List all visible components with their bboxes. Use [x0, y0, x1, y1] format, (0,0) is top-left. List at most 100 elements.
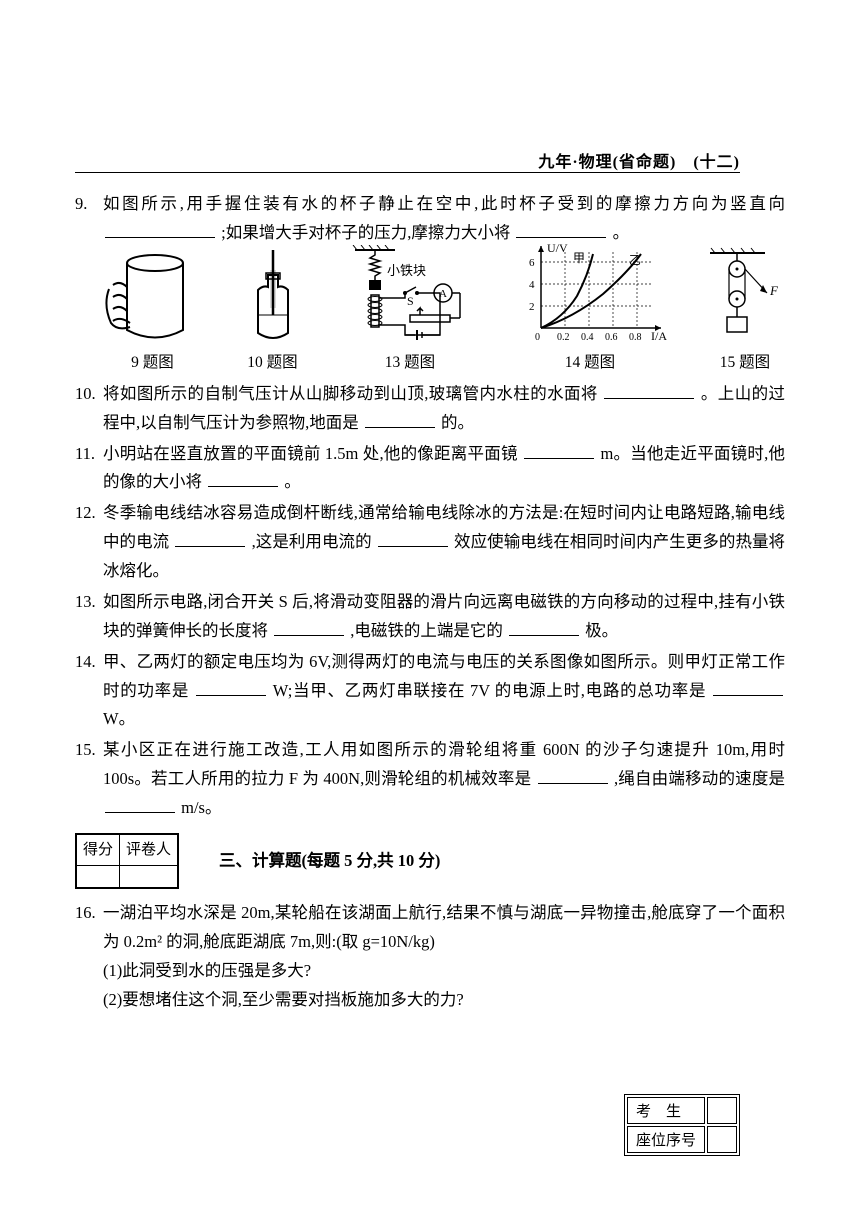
question-body: 甲、乙两灯的额定电压均为 6V,测得两灯的电流与电压的关系图像如图所示。则甲灯正… — [103, 648, 785, 735]
question-body: 某小区正在进行施工改造,工人用如图所示的滑轮组将重 600N 的沙子匀速提升 1… — [103, 736, 785, 823]
text: 将如图所示的自制气压计从山脚移动到山顶,玻璃管内水柱的水面将 — [103, 384, 598, 403]
student-seat-box: 考 生 座位序号 — [624, 1094, 740, 1156]
header-rule — [75, 172, 740, 173]
sub-question-1: (1)此洞受到水的压强是多大? — [103, 957, 785, 986]
figures-row: 9 题图 10 题图 — [105, 256, 785, 376]
text: m/s。 — [181, 798, 221, 817]
iron-label: 小铁块 — [387, 263, 426, 278]
blank — [365, 411, 435, 428]
svg-text:S: S — [407, 294, 414, 308]
text: 一湖泊平均水深是 20m,某轮船在该湖面上航行,结果不慎与湖底一异物撞击,舱底穿… — [103, 899, 785, 957]
blank — [208, 471, 278, 488]
grader-cell — [120, 866, 178, 888]
question-11: 11. 小明站在竖直放置的平面镜前 1.5m 处,他的像距离平面镜 m。当他走近… — [75, 440, 785, 498]
blank — [274, 619, 344, 636]
question-16: 16. 一湖泊平均水深是 20m,某轮船在该湖面上航行,结果不慎与湖底一异物撞击… — [75, 899, 785, 1015]
question-number: 14. — [75, 648, 103, 735]
question-number: 16. — [75, 899, 103, 1015]
question-number: 11. — [75, 440, 103, 498]
question-12: 12. 冬季输电线结冰容易造成倒杆断线,通常给输电线除冰的方法是:在短时间内让电… — [75, 499, 785, 586]
blank — [378, 531, 448, 548]
score-cell — [77, 866, 120, 888]
question-body: 一湖泊平均水深是 20m,某轮船在该湖面上航行,结果不慎与湖底一异物撞击,舱底穿… — [103, 899, 785, 1015]
question-number: 12. — [75, 499, 103, 586]
text: 小明站在竖直放置的平面镜前 1.5m 处,他的像距离平面镜 — [103, 444, 518, 463]
figure-10: 10 题图 — [238, 245, 308, 376]
student-blank — [707, 1097, 737, 1124]
figure-label: 14 题图 — [565, 349, 615, 376]
question-number: 10. — [75, 380, 103, 438]
question-body: 冬季输电线结冰容易造成倒杆断线,通常给输电线除冰的方法是:在短时间内让电路短路,… — [103, 499, 785, 586]
pulley-icon: F — [705, 245, 785, 345]
score-label: 得分 — [77, 834, 120, 865]
question-15: 15. 某小区正在进行施工改造,工人用如图所示的滑轮组将重 600N 的沙子匀速… — [75, 736, 785, 823]
page-header: 九年·物理(省命题) (十二) — [538, 148, 740, 172]
blank — [105, 221, 215, 238]
ui-graph-icon: U/V I/A 2 4 6 0 0.2 0.4 0.6 0.8 甲 乙 — [513, 240, 668, 345]
figure-label: 10 题图 — [247, 349, 297, 376]
figure-label: 9 题图 — [131, 349, 174, 376]
figure-9: 9 题图 — [105, 245, 200, 376]
text: ;如果增大手对杯子的压力,摩擦力大小将 — [221, 223, 510, 242]
barometer-icon — [238, 245, 308, 345]
svg-text:F: F — [769, 283, 779, 298]
figure-15: F 15 题图 — [705, 245, 785, 376]
seat-blank — [707, 1126, 737, 1153]
question-number: 13. — [75, 588, 103, 646]
svg-text:U/V: U/V — [547, 241, 568, 255]
text: 极。 — [585, 621, 618, 640]
figure-label: 13 题图 — [385, 349, 435, 376]
blank — [196, 679, 266, 696]
text: ,电磁铁的上端是它的 — [350, 621, 503, 640]
figure-13: 小铁块 S A — [345, 245, 475, 376]
text: ,这是利用电流的 — [252, 532, 372, 551]
text: 的。 — [441, 413, 474, 432]
section-3-header: 得分 评卷人 三、计算题(每题 5 分,共 10 分) — [75, 833, 785, 889]
score-table: 得分 评卷人 — [75, 833, 179, 889]
blank — [713, 679, 783, 696]
question-10: 10. 将如图所示的自制气压计从山脚移动到山顶,玻璃管内水柱的水面将 。上山的过… — [75, 380, 785, 438]
grader-label: 评卷人 — [120, 834, 178, 865]
cup-hand-icon — [105, 245, 200, 345]
question-13: 13. 如图所示电路,闭合开关 S 后,将滑动变阻器的滑片向远离电磁铁的方向移动… — [75, 588, 785, 646]
text: W;当甲、乙两灯串联接在 7V 的电源上时,电路的总功率是 — [273, 681, 706, 700]
question-14: 14. 甲、乙两灯的额定电压均为 6V,测得两灯的电流与电压的关系图像如图所示。… — [75, 648, 785, 735]
svg-text:2: 2 — [529, 301, 535, 313]
svg-text:6: 6 — [529, 257, 535, 269]
text: 如图所示,用手握住装有水的杯子静止在空中,此时杯子受到的摩擦力方向为竖直向 — [103, 194, 785, 213]
circuit-icon: 小铁块 S A — [345, 245, 475, 345]
question-body: 小明站在竖直放置的平面镜前 1.5m 处,他的像距离平面镜 m。当他走近平面镜时… — [103, 440, 785, 498]
seat-label: 座位序号 — [627, 1126, 705, 1153]
svg-text:乙: 乙 — [629, 253, 641, 267]
blank — [105, 797, 175, 814]
blank — [524, 442, 594, 459]
student-label: 考 生 — [627, 1097, 705, 1124]
svg-text:I/A: I/A — [651, 329, 667, 343]
blank — [509, 619, 579, 636]
blank — [604, 382, 694, 399]
sub-question-2: (2)要想堵住这个洞,至少需要对挡板施加多大的力? — [103, 986, 785, 1015]
svg-text:4: 4 — [529, 279, 535, 291]
svg-text:0.4: 0.4 — [581, 332, 594, 343]
figure-14: U/V I/A 2 4 6 0 0.2 0.4 0.6 0.8 甲 乙 14 题… — [513, 240, 668, 376]
svg-text:0.6: 0.6 — [605, 332, 618, 343]
question-body: 如图所示电路,闭合开关 S 后,将滑动变阻器的滑片向远离电磁铁的方向移动的过程中… — [103, 588, 785, 646]
svg-text:甲: 甲 — [573, 251, 585, 265]
text: W。 — [103, 709, 135, 728]
svg-text:A: A — [439, 288, 447, 300]
content-area: 9. 如图所示,用手握住装有水的杯子静止在空中,此时杯子受到的摩擦力方向为竖直向… — [75, 190, 785, 1015]
svg-text:0: 0 — [535, 332, 540, 343]
question-number: 15. — [75, 736, 103, 823]
question-number: 9. — [75, 190, 103, 248]
section-title: 三、计算题(每题 5 分,共 10 分) — [219, 847, 440, 876]
text: ,绳自由端移动的速度是 — [614, 769, 785, 788]
blank — [175, 531, 245, 548]
svg-text:0.8: 0.8 — [629, 332, 642, 343]
text: 。 — [284, 472, 301, 491]
question-body: 将如图所示的自制气压计从山脚移动到山顶,玻璃管内水柱的水面将 。上山的过程中,以… — [103, 380, 785, 438]
blank — [538, 768, 608, 785]
question-9: 9. 如图所示,用手握住装有水的杯子静止在空中,此时杯子受到的摩擦力方向为竖直向… — [75, 190, 785, 248]
blank — [516, 221, 606, 238]
figure-label: 15 题图 — [720, 349, 770, 376]
svg-text:0.2: 0.2 — [557, 332, 570, 343]
